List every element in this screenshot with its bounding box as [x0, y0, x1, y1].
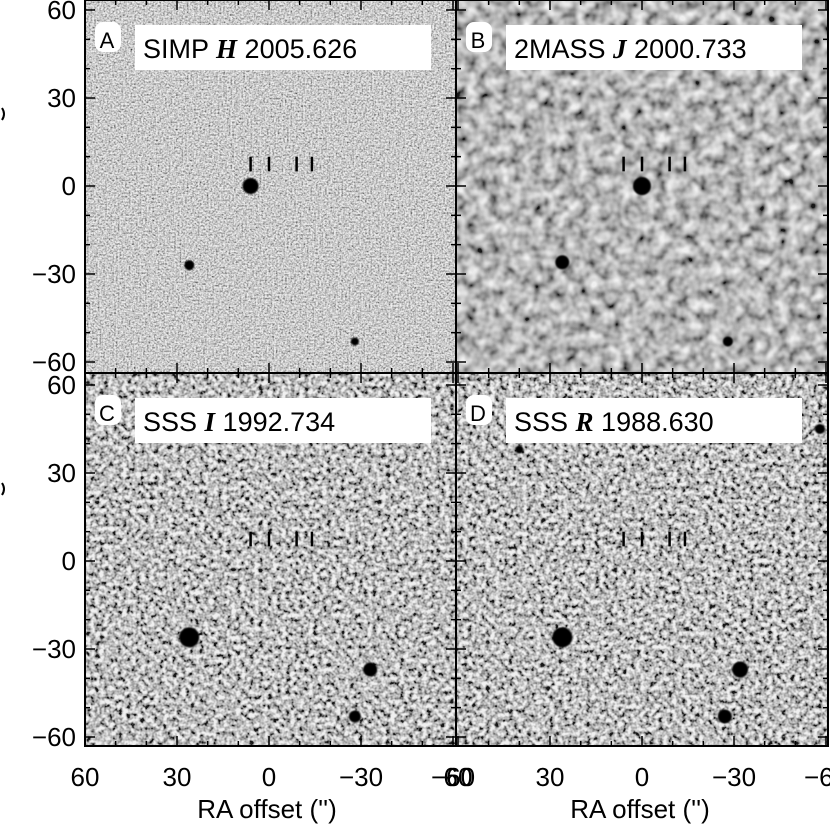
x-tick-label: −30	[339, 762, 383, 792]
epoch: 2000.733	[627, 34, 747, 64]
panel-letter: A	[100, 28, 115, 53]
source-dot	[515, 445, 524, 454]
x-axis-label: RA offset ('')	[197, 794, 337, 824]
y-tick-label: 30	[47, 83, 76, 113]
x-axis-label: RA offset ('')	[570, 794, 710, 824]
band-name: R	[575, 407, 594, 437]
source-dot	[184, 260, 195, 271]
y-tick-label: −60	[32, 347, 76, 377]
survey-name: SSS	[514, 407, 576, 437]
y-tick-label: −60	[32, 722, 76, 752]
survey-name: SIMP	[143, 34, 216, 64]
source-dot	[552, 627, 573, 648]
panel-label: 2MASS J 2000.733	[514, 34, 747, 64]
panel-b: B 2MASS J 2000.733	[455, 0, 829, 374]
y-tick-label: −30	[32, 634, 76, 664]
panel-label-box	[506, 25, 802, 70]
source-dot	[179, 627, 200, 648]
y-tick-label: −30	[32, 259, 76, 289]
panel-letter-badge	[466, 395, 492, 425]
band-name: J	[612, 34, 628, 64]
panel-label-box	[506, 398, 802, 443]
y-axis-label-fragment	[1, 107, 5, 121]
x-tick-label: 30	[536, 762, 565, 792]
band-name: I	[204, 407, 217, 437]
survey-name: 2MASS	[514, 34, 613, 64]
source-dot	[633, 177, 651, 195]
panel-a: A SIMP H 2005.626	[84, 0, 457, 374]
source-dot	[555, 255, 570, 270]
x-tick-label: 60	[71, 762, 100, 792]
panels-layer: A SIMP H 2005.626 B 2MASS J 2000.733 C SSS I …	[84, 0, 829, 747]
y-tick-label: 30	[47, 458, 76, 488]
source-dot	[717, 709, 732, 724]
source-dot	[350, 337, 359, 346]
panel-label: SSS I 1992.734	[143, 407, 335, 437]
y-tick-label: 0	[62, 171, 76, 201]
x-tick-label: −60	[431, 762, 475, 792]
source-dot	[242, 178, 259, 194]
source-dot	[732, 661, 749, 678]
panel-label-box	[135, 25, 431, 70]
source-dot	[722, 336, 733, 347]
panel-letter: D	[470, 401, 486, 426]
y-tick-label: 60	[47, 370, 76, 400]
source-dot	[363, 662, 378, 677]
survey-name: SSS	[143, 407, 205, 437]
source-dot	[814, 424, 825, 434]
panel-letter: B	[471, 28, 486, 53]
panel-label-box	[135, 398, 431, 443]
epoch: 1992.734	[215, 407, 335, 437]
epoch: 1988.630	[594, 407, 714, 437]
panel-d: D SSS R 1988.630	[455, 372, 829, 747]
x-tick-label: 60	[444, 762, 473, 792]
x-tick-label: 30	[163, 762, 192, 792]
epoch: 2005.626	[237, 34, 357, 64]
panel-letter-badge	[95, 22, 121, 52]
source-dot	[348, 710, 361, 723]
y-tick-label: 0	[62, 546, 76, 576]
panel-label: SIMP H 2005.626	[143, 34, 357, 64]
x-tick-label: 0	[635, 762, 649, 792]
x-tick-label: 0	[262, 762, 276, 792]
panel-label: SSS R 1988.630	[514, 407, 714, 437]
panel-letter: C	[99, 401, 115, 426]
y-axis-label-fragment	[1, 482, 5, 496]
panel-letter-badge	[466, 22, 492, 52]
x-tick-label: −60	[804, 762, 830, 792]
x-tick-label: −30	[712, 762, 756, 792]
panel-letter-badge	[95, 395, 121, 425]
panel-c: C SSS I 1992.734	[84, 372, 457, 747]
band-name: H	[215, 34, 238, 64]
y-tick-label: 60	[47, 0, 76, 25]
